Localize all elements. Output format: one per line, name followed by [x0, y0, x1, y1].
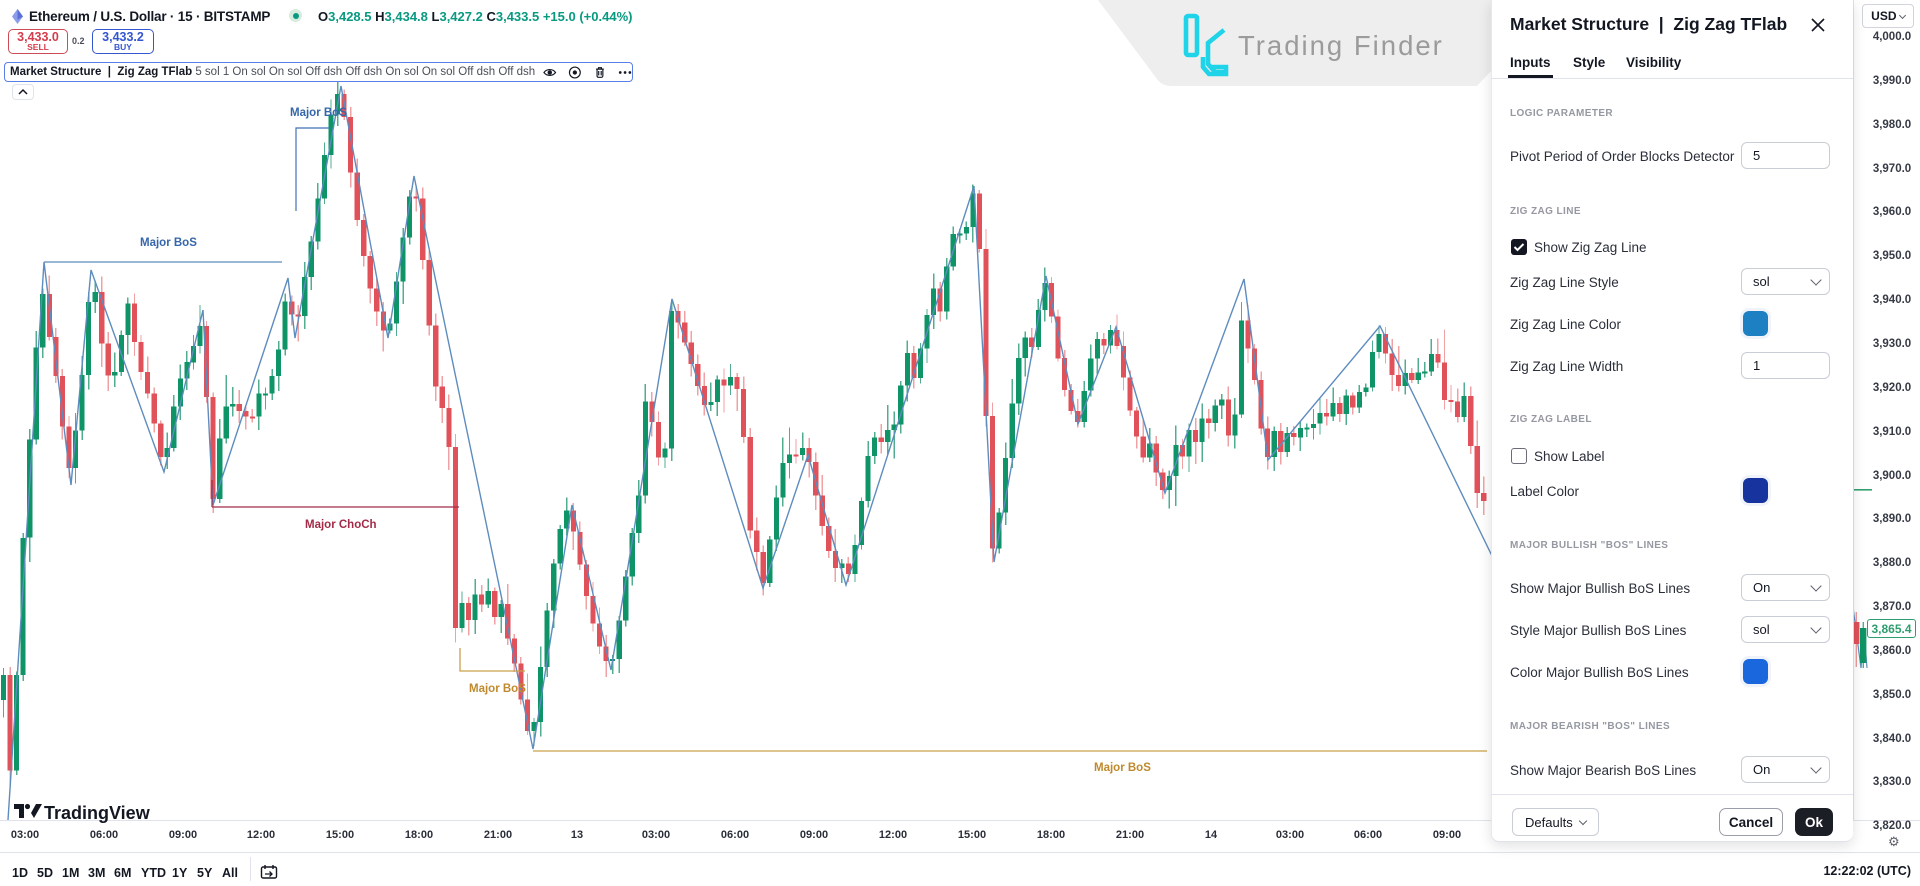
svg-text:Major BoS: Major BoS: [1094, 762, 1151, 774]
svg-text:Major BoS: Major BoS: [469, 683, 526, 695]
svg-text:TradingView: TradingView: [44, 803, 151, 823]
svg-text:Major ChoCh: Major ChoCh: [305, 519, 377, 531]
svg-text:Major BoS: Major BoS: [290, 107, 347, 119]
svg-text:Trading Finder: Trading Finder: [1238, 30, 1444, 61]
svg-text:Major BoS: Major BoS: [140, 237, 197, 249]
